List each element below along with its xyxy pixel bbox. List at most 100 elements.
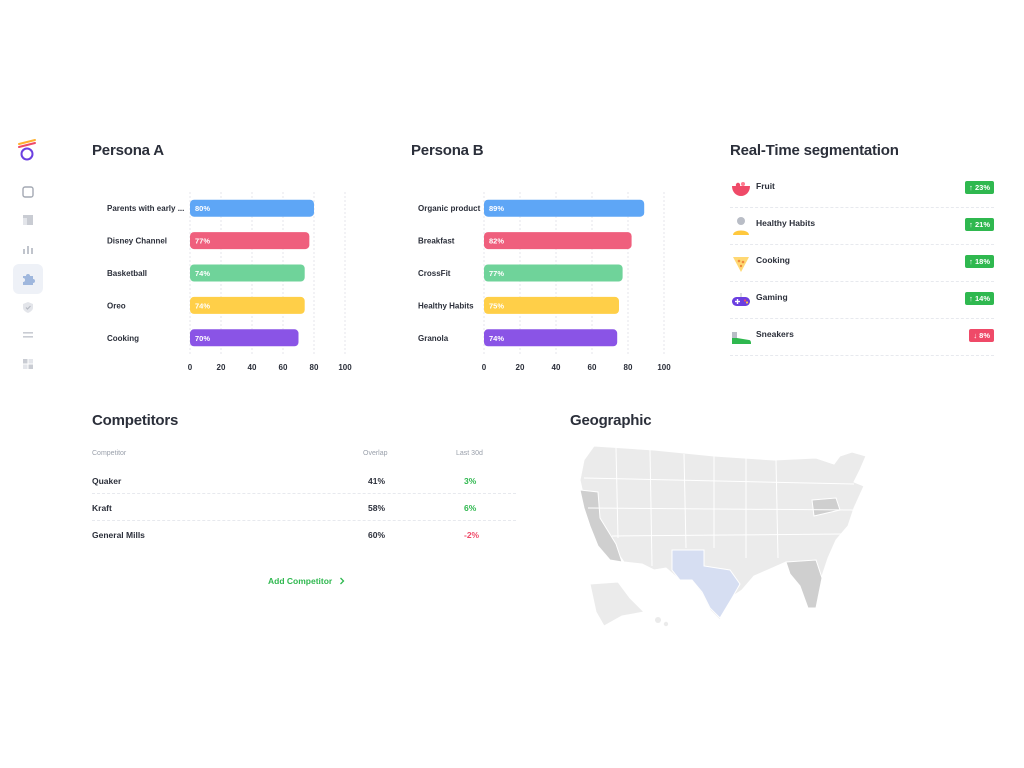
segment-label: Cooking — [756, 255, 790, 265]
x-tick-label: 80 — [624, 363, 633, 372]
overlap-value: 58% — [368, 503, 386, 513]
bar-value-label: 75% — [489, 301, 504, 310]
trend-badge: ↑ 23% — [965, 181, 994, 194]
chevron-right-icon — [339, 577, 345, 585]
persona-a-chart: 0 20 40 60 80 100 Parents with early ... 80% Dis… — [107, 192, 352, 372]
bar[interactable] — [190, 296, 305, 314]
x-tick-label: 80 — [310, 363, 319, 372]
bar-value-label: 74% — [195, 301, 210, 310]
bar-value-label: 74% — [195, 269, 210, 278]
competitor-name: Kraft — [92, 503, 112, 513]
shield-icon[interactable] — [20, 299, 36, 315]
overlap-value: 60% — [368, 530, 386, 540]
persona-a-card: Persona A 0 20 40 60 80 100 Parents with early… — [76, 128, 374, 376]
column-header-last30[interactable]: Last 30d — [456, 450, 483, 457]
segment-label: Sneakers — [756, 329, 794, 339]
category-label: Healthy Habits — [418, 301, 474, 310]
category-label: CrossFit — [418, 269, 451, 278]
geographic-card: Geographic — [554, 398, 1012, 634]
add-competitor-button[interactable]: Add Competitor — [268, 576, 346, 586]
person-icon — [733, 217, 749, 235]
category-label: Breakfast — [418, 237, 455, 246]
bar[interactable] — [484, 199, 645, 217]
x-tick-label: 100 — [338, 363, 352, 372]
cooking-icon — [733, 257, 749, 272]
persona-b-title: Persona B — [411, 142, 484, 159]
bar-value-label: 77% — [489, 269, 504, 278]
bar[interactable] — [484, 329, 618, 347]
bar-value-label: 80% — [195, 204, 210, 213]
bar[interactable] — [190, 264, 305, 282]
geographic-title: Geographic — [570, 412, 652, 429]
table-row[interactable]: General Mills 60% -2% — [92, 520, 516, 547]
segment-item[interactable]: Fruit ↑ 23% — [730, 170, 994, 208]
puzzle-icon[interactable] — [20, 271, 36, 287]
x-tick-label: 40 — [248, 363, 257, 372]
persona-b-card: Persona B 0 20 40 60 80 100 Organic product 89%… — [395, 128, 693, 376]
segment-item[interactable]: Healthy Habits ↑ 21% — [730, 207, 994, 245]
x-tick-label: 0 — [482, 363, 487, 372]
competitor-name: Quaker — [92, 476, 122, 486]
segment-item[interactable]: Sneakers ↓ 8% — [730, 318, 994, 356]
competitor-name: General Mills — [92, 530, 145, 540]
segment-item[interactable]: Cooking ↑ 18% — [730, 244, 994, 282]
x-tick-label: 100 — [657, 363, 671, 372]
column-header-competitor[interactable]: Competitor — [92, 450, 127, 457]
trend-badge: ↑ 21% — [965, 218, 994, 231]
sneaker-icon — [732, 332, 751, 344]
bar-value-label: 77% — [195, 237, 210, 246]
bar[interactable] — [190, 199, 314, 217]
bar-value-label: 74% — [489, 334, 504, 343]
bar-value-label: 89% — [489, 204, 504, 213]
us-map[interactable] — [554, 398, 1012, 634]
category-label: Disney Channel — [107, 237, 167, 246]
competitors-title: Competitors — [92, 412, 179, 429]
segment-item[interactable]: Gaming ↑ 14% — [730, 281, 994, 319]
list-icon[interactable] — [20, 328, 36, 344]
bar-value-label: 70% — [195, 334, 210, 343]
sidebar — [12, 128, 48, 378]
bar-chart-icon[interactable] — [20, 241, 36, 257]
x-tick-label: 60 — [279, 363, 288, 372]
persona-a-title: Persona A — [92, 142, 164, 159]
bar-value-label: 82% — [489, 237, 504, 246]
last30-value: 3% — [464, 476, 477, 486]
x-tick-label: 20 — [516, 363, 525, 372]
column-header-overlap[interactable]: Overlap — [363, 450, 388, 457]
layout-icon[interactable] — [20, 212, 36, 228]
segment-label: Gaming — [756, 292, 788, 302]
logo-icon[interactable] — [16, 138, 38, 162]
segment-label: Fruit — [756, 181, 775, 191]
segmentation-card: Real-Time segmentation Fruit ↑ 23% Healt… — [714, 128, 1012, 376]
grid-icon[interactable] — [20, 356, 36, 372]
category-label: Organic product — [418, 204, 481, 213]
category-label: Parents with early ... — [107, 204, 184, 213]
segmentation-title: Real-Time segmentation — [730, 142, 899, 159]
bar[interactable] — [484, 232, 632, 250]
add-competitor-label: Add Competitor — [268, 576, 333, 586]
table-row[interactable]: Kraft 58% 6% — [92, 493, 516, 521]
category-label: Oreo — [107, 301, 126, 310]
overlap-value: 41% — [368, 476, 386, 486]
trend-badge: ↓ 8% — [969, 329, 994, 342]
category-label: Granola — [418, 334, 449, 343]
category-label: Cooking — [107, 334, 139, 343]
bar[interactable] — [190, 329, 299, 347]
square-icon[interactable] — [20, 184, 36, 200]
last30-value: -2% — [464, 530, 480, 540]
competitors-card: Competitors Competitor Overlap Last 30d … — [76, 398, 530, 634]
persona-b-chart: 0 20 40 60 80 100 Organic product 89% Breakfast 8… — [418, 192, 671, 372]
x-tick-label: 20 — [217, 363, 226, 372]
bar[interactable] — [484, 296, 619, 314]
bar[interactable] — [484, 264, 623, 282]
gamepad-icon — [732, 293, 750, 306]
table-row[interactable]: Quaker 41% 3% — [92, 466, 516, 494]
category-label: Basketball — [107, 269, 147, 278]
fruit-bowl-icon — [732, 182, 750, 196]
x-tick-label: 0 — [188, 363, 193, 372]
last30-value: 6% — [464, 503, 477, 513]
segment-label: Healthy Habits — [756, 218, 816, 228]
bar[interactable] — [190, 232, 310, 250]
trend-badge: ↑ 14% — [965, 292, 994, 305]
x-tick-label: 60 — [588, 363, 597, 372]
